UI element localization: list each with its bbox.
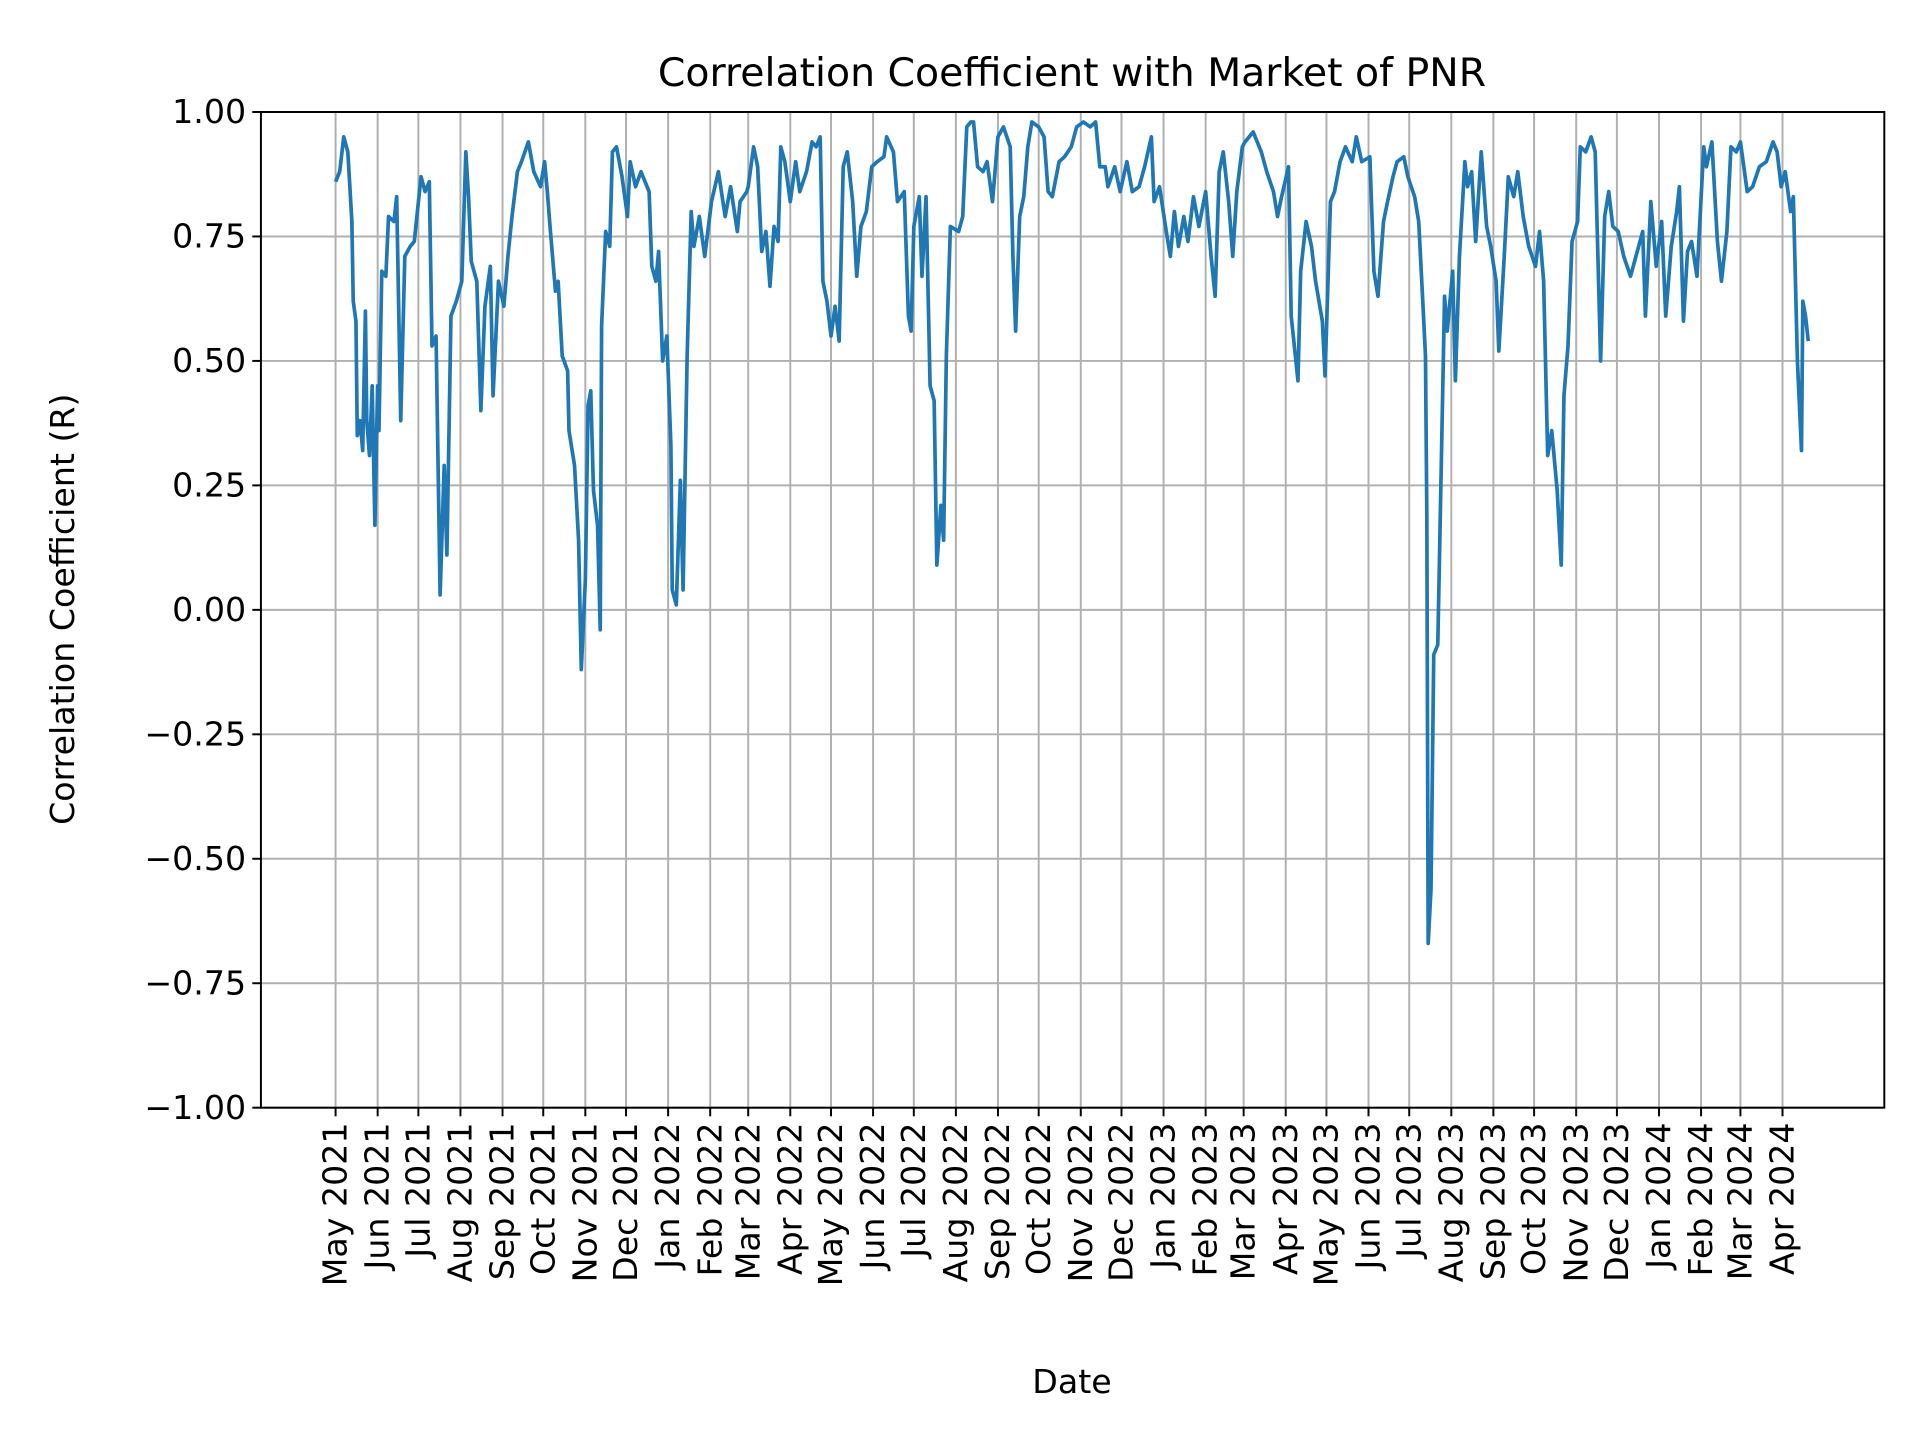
y-tick-label: −0.50 bbox=[144, 839, 246, 878]
x-tick-label: Apr 2022 bbox=[770, 1122, 809, 1275]
x-tick-label: Dec 2021 bbox=[606, 1122, 645, 1281]
x-tick-label: Feb 2024 bbox=[1681, 1122, 1720, 1276]
x-tick-label: Mar 2022 bbox=[728, 1122, 767, 1280]
y-tick-label: 0.25 bbox=[172, 465, 246, 504]
x-tick-label: Aug 2022 bbox=[936, 1122, 975, 1282]
x-tick-label: Nov 2022 bbox=[1061, 1122, 1100, 1282]
x-tick-label: Apr 2024 bbox=[1763, 1122, 1802, 1275]
series-layer bbox=[333, 120, 1811, 946]
x-tick-label: Oct 2021 bbox=[523, 1122, 562, 1275]
y-tick-label: 0.50 bbox=[172, 341, 246, 380]
y-tick-label: −1.00 bbox=[144, 1088, 246, 1127]
x-tick-label: Jun 2023 bbox=[1349, 1122, 1388, 1271]
y-tick-label: 0.00 bbox=[172, 590, 246, 629]
x-tick-label: Nov 2023 bbox=[1556, 1122, 1595, 1282]
x-tick-label: May 2023 bbox=[1307, 1122, 1346, 1286]
y-axis: 1.00 0.75 0.50 0.25 0.00 −0.25 −0.50 −0.75 −1.00 bbox=[144, 92, 261, 1127]
x-tick-label: Aug 2023 bbox=[1431, 1122, 1470, 1282]
y-tick-label: −0.75 bbox=[144, 963, 246, 1002]
x-tick-label: Oct 2023 bbox=[1514, 1122, 1553, 1275]
x-tick-label: May 2022 bbox=[811, 1122, 850, 1286]
x-tick-label: Sep 2023 bbox=[1473, 1122, 1512, 1280]
x-tick-label: Jul 2022 bbox=[894, 1122, 933, 1259]
y-axis-label: Correlation Coefficient (R) bbox=[43, 394, 82, 825]
x-tick-label: Jun 2021 bbox=[358, 1122, 397, 1271]
x-tick-label: Dec 2022 bbox=[1102, 1122, 1141, 1281]
x-tick-label: Dec 2023 bbox=[1597, 1122, 1636, 1281]
x-tick-label: Jan 2024 bbox=[1639, 1122, 1678, 1270]
x-tick-label: Sep 2021 bbox=[483, 1122, 522, 1280]
x-tick-label: Feb 2022 bbox=[690, 1122, 729, 1276]
x-tick-label: Sep 2022 bbox=[978, 1122, 1017, 1280]
x-tick-label: Jan 2023 bbox=[1144, 1122, 1183, 1270]
x-tick-label: Mar 2023 bbox=[1224, 1122, 1263, 1280]
series-line bbox=[333, 120, 1811, 946]
y-tick-label: −0.25 bbox=[144, 714, 246, 753]
x-tick-label: Jan 2022 bbox=[648, 1122, 687, 1270]
x-tick-label: Aug 2021 bbox=[441, 1122, 480, 1282]
x-tick-label: Apr 2023 bbox=[1266, 1122, 1305, 1275]
x-tick-label: Jul 2023 bbox=[1389, 1122, 1428, 1259]
x-tick-label: Jun 2022 bbox=[853, 1122, 892, 1271]
x-tick-label: Nov 2021 bbox=[565, 1122, 604, 1282]
y-tick-label: 1.00 bbox=[172, 92, 246, 131]
x-tick-label: Oct 2022 bbox=[1019, 1122, 1058, 1275]
y-tick-label: 0.75 bbox=[172, 217, 246, 256]
x-tick-label: May 2021 bbox=[316, 1122, 355, 1286]
x-tick-label: Jul 2021 bbox=[398, 1122, 437, 1259]
x-axis-label: Date bbox=[1032, 1362, 1111, 1401]
chart-title: Correlation Coefficient with Market of P… bbox=[658, 50, 1486, 96]
x-axis: May 2021 Jun 2021 Jul 2021 Aug 2021 Sep 2021… bbox=[316, 1107, 1802, 1286]
x-tick-label: Feb 2023 bbox=[1186, 1122, 1225, 1276]
x-tick-label: Mar 2024 bbox=[1721, 1122, 1760, 1280]
